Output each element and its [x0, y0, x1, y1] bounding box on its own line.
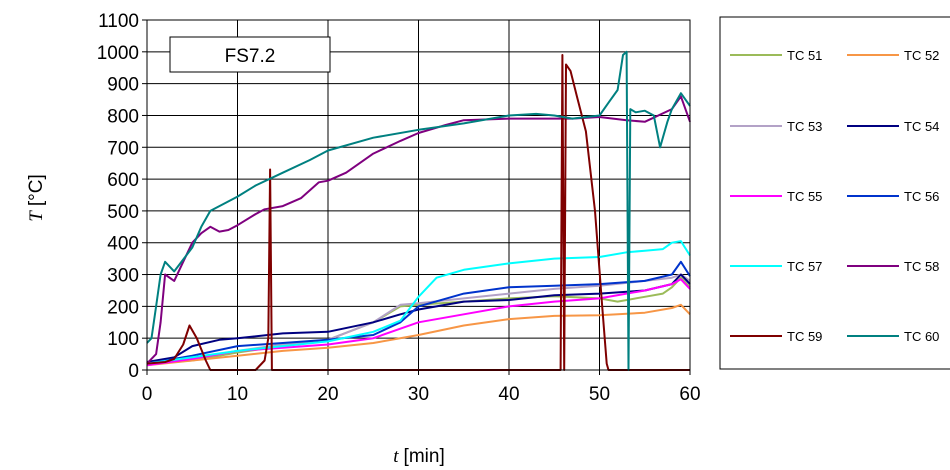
legend-label: TC 59	[787, 329, 822, 344]
legend-label: TC 54	[904, 119, 939, 134]
y-tick-label: 700	[107, 138, 139, 159]
y-tick-label: 1000	[97, 43, 139, 64]
y-tick-label: 100	[107, 329, 139, 350]
annotation-label: FS7.2	[225, 46, 276, 67]
x-tick-label: 40	[498, 384, 519, 405]
y-tick-label: 200	[107, 297, 139, 318]
y-tick-label: 900	[107, 75, 139, 96]
legend-label: TC 56	[904, 189, 939, 204]
x-tick-label: 10	[227, 384, 248, 405]
x-tick-label: 50	[589, 384, 610, 405]
y-tick-label: 1100	[98, 11, 139, 32]
y-axis-label: T [°C]	[26, 174, 47, 221]
legend-label: TC 58	[904, 259, 939, 274]
x-axis-label: t [min]	[393, 446, 444, 467]
legend-label: TC 51	[787, 48, 822, 63]
legend-label: TC 53	[787, 119, 822, 134]
x-tick-label: 30	[408, 384, 429, 405]
series-line-tc-57	[146, 240, 691, 365]
legend-label: TC 57	[787, 259, 822, 274]
series-line-tc-56	[146, 260, 691, 365]
x-tick-label: 20	[317, 384, 338, 405]
series-line-tc-52	[146, 303, 691, 367]
y-tick-label: 600	[107, 170, 139, 191]
x-tick-label: 0	[142, 384, 153, 405]
y-tick-label: 500	[107, 202, 139, 223]
y-tick-label: 800	[107, 106, 139, 127]
annotation-frame	[169, 36, 331, 73]
y-tick-label: 400	[107, 234, 139, 255]
annotation-box: FS7.2	[169, 36, 331, 73]
legend: TC 51 TC 52 TC 53 TC 54 TC 55 TC 56 TC 57 TC 58…	[730, 48, 939, 344]
y-axis-variable: T	[26, 210, 47, 222]
legend-label: TC 60	[904, 329, 939, 344]
series-line-tc-60	[146, 50, 691, 371]
y-tick-label: 0	[128, 361, 139, 382]
x-tick-label: 60	[679, 384, 700, 405]
legend-box	[719, 16, 950, 370]
axis-ticks: 0 100 200 300 400 500 600 700 800 900 1000 1100 0 10 2…	[97, 11, 701, 405]
legend-label: TC 55	[787, 189, 822, 204]
y-axis-unit: [°C]	[26, 174, 47, 206]
y-tick-label: 300	[107, 266, 139, 287]
legend-label: TC 52	[904, 48, 939, 63]
x-axis-variable: t	[393, 446, 399, 467]
x-axis-unit: [min]	[404, 446, 445, 467]
